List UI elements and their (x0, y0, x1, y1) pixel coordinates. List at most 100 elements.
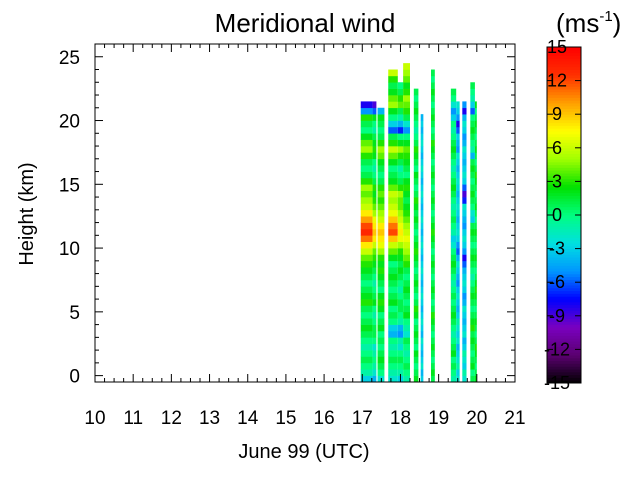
x-tick-label: 18 (390, 408, 411, 429)
heat-cell (470, 350, 475, 357)
heat-cell (377, 292, 385, 300)
heat-cell (397, 95, 404, 102)
heat-cell (388, 101, 398, 109)
heat-cell (450, 267, 457, 274)
colorbar-segment (547, 117, 581, 121)
x-tick-label: 16 (314, 408, 335, 429)
heat-cell (431, 241, 435, 249)
heat-cell (397, 305, 404, 313)
colorbar-tick-label: -6 (549, 272, 565, 292)
x-tick-label: 14 (237, 408, 259, 429)
heat-cell (450, 260, 457, 268)
heat-cell (470, 88, 475, 96)
heat-cell (431, 158, 435, 166)
heat-cell (474, 267, 477, 274)
heat-cell (360, 216, 373, 223)
heat-cell (462, 139, 467, 147)
heat-cell (420, 241, 424, 249)
heat-cell (456, 228, 460, 236)
heat-cell (397, 88, 404, 96)
heat-cell (474, 203, 477, 211)
heat-cell (388, 318, 398, 325)
heat-cell (462, 343, 467, 351)
heat-cell (372, 286, 377, 294)
heat-cell (397, 235, 404, 242)
heat-cell (372, 120, 377, 128)
data-column-1 (360, 101, 373, 383)
colorbar-segment (547, 237, 581, 241)
heat-cell (360, 254, 373, 262)
colorbar-segment (547, 159, 581, 163)
colorbar-segment (547, 290, 581, 294)
heat-cell (413, 292, 419, 300)
heat-cell (474, 311, 477, 319)
heat-cell (397, 343, 404, 351)
colorbar-segment (547, 346, 581, 350)
heat-cell (403, 88, 410, 96)
colorbar-segment (547, 97, 581, 101)
heat-cell (420, 362, 424, 370)
heat-cell (403, 133, 410, 140)
heat-cell (456, 190, 460, 198)
heat-cell (431, 146, 435, 153)
heat-cell (462, 235, 467, 242)
heat-cell (431, 267, 435, 274)
heat-cell (377, 286, 385, 294)
heat-cell (456, 299, 460, 306)
heat-cell (450, 158, 457, 166)
heat-cell (388, 311, 398, 319)
heat-cell (470, 107, 475, 115)
heat-cell (456, 177, 460, 185)
heat-cell (413, 222, 419, 230)
colorbar-segment (547, 243, 581, 247)
colorbar-segment (547, 212, 581, 216)
heat-cell (397, 184, 404, 191)
heat-cell (397, 120, 404, 128)
heat-cell (388, 69, 398, 77)
heat-cell (456, 350, 460, 357)
heat-cell (462, 248, 467, 255)
x-axis-label: June 99 (UTC) (238, 441, 369, 463)
heat-cell (403, 120, 410, 128)
heat-cell (431, 203, 435, 211)
heat-cell (360, 299, 373, 306)
heat-cell (377, 222, 385, 230)
heat-cell (431, 139, 435, 147)
heat-cell (456, 184, 460, 191)
heat-cell (397, 133, 404, 140)
colorbar-segment (547, 248, 581, 252)
heat-cell (431, 356, 435, 364)
heat-cell (462, 165, 467, 172)
colorbar-segment (547, 66, 581, 70)
heat-cell (420, 343, 424, 351)
colorbar-segment (547, 119, 581, 124)
heat-cell (450, 171, 457, 179)
heat-cell (388, 362, 398, 370)
heat-cell (456, 305, 460, 313)
heat-cell (450, 311, 457, 319)
heat-cell (403, 292, 410, 300)
colorbar-unit-base: (ms (556, 8, 599, 38)
heat-cell (456, 165, 460, 172)
data-column-12 (462, 101, 467, 383)
heat-cell (413, 267, 419, 274)
heat-cell (462, 184, 467, 191)
heat-cell (360, 165, 373, 172)
heat-cell (377, 107, 385, 115)
heat-cell (372, 254, 377, 262)
heat-cell (462, 324, 467, 332)
heat-cell (413, 260, 419, 268)
heat-cell (397, 254, 404, 262)
heat-cell (377, 267, 385, 274)
heat-cell (377, 209, 385, 217)
colorbar-segment (547, 324, 581, 328)
heat-cell (431, 171, 435, 179)
heat-cell (420, 260, 424, 268)
heatmap-layer (360, 63, 477, 383)
colorbar-segment (547, 55, 581, 59)
heat-cell (431, 114, 435, 121)
heat-cell (377, 273, 385, 281)
heat-cell (462, 158, 467, 166)
heat-cell (397, 286, 404, 294)
